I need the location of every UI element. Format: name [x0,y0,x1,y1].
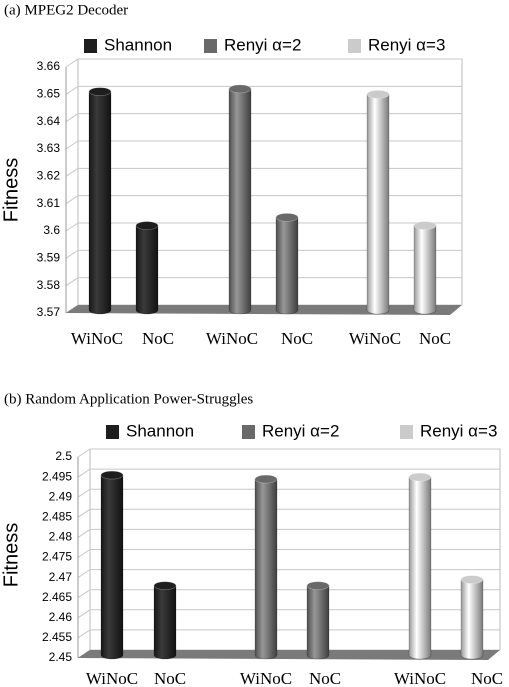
legend-swatch [242,425,255,439]
bar-cap [413,221,437,230]
plot-wall [77,58,463,306]
y-tick-label: 2.49 [49,489,73,503]
y-tick-label: 2.465 [42,590,72,604]
bar-cap [228,84,252,94]
bar-cap [408,472,432,482]
bar [366,94,390,315]
grid-line [77,488,500,498]
grid-line [65,222,462,232]
bar [100,474,124,660]
y-tick-label: 2.495 [42,469,72,483]
grid-line [65,167,462,177]
x-tick-label: WiNoC [71,329,123,348]
grid-line [77,589,500,599]
bar [413,225,437,315]
chart-title: (b) Random Application Power-Struggles [4,391,253,407]
legend-swatch [400,425,413,439]
x-tick-label: NoC [154,669,186,687]
y-axis-label: Fitness [0,158,22,222]
x-tick-label: NoC [142,329,174,348]
legend-swatch [204,39,217,53]
bar [408,476,432,660]
y-tick-label: 3.6 [43,223,60,237]
grid-line [77,448,500,458]
grid-line [65,58,462,68]
y-tick-label: 2.455 [42,630,72,644]
grid-line [77,549,500,558]
x-tick-label: NoC [281,329,313,348]
legend-label: Renyi α=2 [262,421,339,440]
bar [153,585,177,660]
grid-line [65,249,462,259]
x-tick-label: WiNoC [86,669,138,687]
legend-swatch [106,425,119,439]
floor [78,650,500,660]
grid-line [65,195,462,205]
y-tick-label: 2.5 [55,449,72,463]
grid-line [77,569,500,579]
grid-line [65,113,462,123]
y-tick-label: 3.64 [37,114,61,128]
grid-line [77,468,500,478]
bar [306,585,330,660]
y-tick-label: 3.58 [37,278,61,292]
bar [254,478,278,660]
y-tick-label: 2.485 [42,509,72,523]
y-tick-label: 3.62 [37,169,61,183]
x-tick-label: WiNoC [240,669,292,687]
y-tick-label: 2.475 [42,550,72,564]
grid-line [65,140,462,150]
legend-swatch [84,39,97,53]
legend-label: Renyi α=2 [224,35,301,54]
bar [88,91,112,315]
legend-label: Shannon [126,421,194,440]
y-tick-label: 2.48 [49,530,73,544]
grid-line [65,85,462,95]
y-tick-label: 3.61 [37,196,61,210]
grid-line [65,277,462,287]
bar [135,225,159,315]
y-tick-label: 3.57 [37,305,61,319]
y-tick-label: 3.65 [37,87,61,101]
legend-label: Renyi α=3 [420,421,497,440]
bar-cap [306,581,330,590]
x-tick-label: WiNoC [206,329,258,348]
bar-cap [275,213,299,222]
y-tick-label: 3.66 [37,59,61,73]
y-tick-label: 3.63 [37,141,61,155]
bar-cap [100,470,124,480]
floor [66,305,462,315]
grid-line [77,609,500,619]
bar-cap [135,221,159,230]
bar-cap [254,474,278,484]
x-tick-label: WiNoC [394,669,446,687]
grid-line [77,629,500,639]
chart-title: (a) MPEG2 Decoder [4,2,128,18]
x-tick-label: WiNoC [349,329,401,348]
bar [460,579,484,660]
x-tick-label: NoC [471,669,503,687]
bar [275,217,299,315]
y-tick-label: 2.46 [49,610,73,624]
grid-line [77,528,500,538]
bar-cap [88,87,112,96]
bar-cap [153,581,177,590]
legend-label: Renyi α=3 [368,35,445,54]
y-tick-label: 2.47 [49,570,73,584]
x-tick-label: NoC [419,329,451,348]
y-tick-label: 3.59 [37,251,61,265]
y-axis-label: Fitness [0,523,22,587]
x-tick-label: NoC [309,669,341,687]
bar-cap [460,575,484,584]
grid-line [77,508,500,518]
y-tick-label: 2.45 [49,650,73,664]
legend-label: Shannon [104,35,172,54]
bar-cap [366,90,390,99]
bar [228,88,252,315]
legend-swatch [348,39,361,53]
